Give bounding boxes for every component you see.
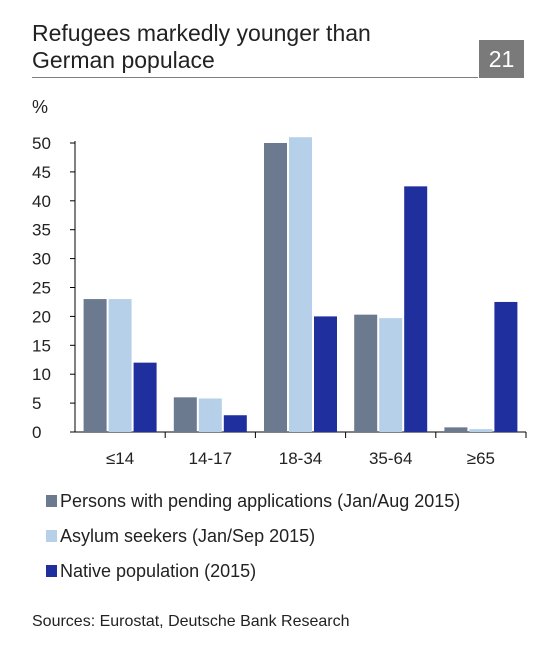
bar: [108, 299, 132, 432]
bar: [264, 143, 287, 432]
bar: [469, 429, 493, 432]
x-tick-label: ≤14: [106, 449, 134, 468]
y-tick-label: 40: [32, 192, 51, 211]
figure-number-badge: 21: [479, 40, 524, 78]
y-tick-label: 20: [32, 307, 51, 326]
y-tick-label: 0: [32, 423, 41, 442]
chart-title: Refugees markedly younger than German po…: [32, 20, 462, 74]
y-tick-label: 10: [32, 365, 51, 384]
bar: [494, 301, 518, 432]
x-tick-label: ≥65: [467, 449, 495, 468]
y-tick-label: 25: [32, 279, 51, 298]
bar: [83, 299, 107, 432]
source-note: Sources: Eurostat, Deutsche Bank Researc…: [32, 613, 350, 630]
legend-swatch: [46, 495, 57, 507]
bar: [379, 318, 403, 432]
bar: [354, 314, 378, 432]
header-divider: [32, 77, 478, 78]
bar-chart: 0 5 10 15 20 25 30 35 40 45 50 ≤14 14-17 18-34 35-64 ≥6…: [32, 134, 527, 468]
chart-title-line-1: Refugees markedly younger than: [32, 20, 371, 46]
legend-swatch: [46, 530, 57, 542]
y-axis-unit-label: %: [32, 97, 49, 117]
x-tick-label: 18-34: [279, 449, 322, 468]
bar: [223, 415, 247, 432]
chart-title-line-2: German populace: [32, 47, 215, 73]
bar: [198, 398, 222, 432]
y-tick-label: 50: [32, 134, 51, 153]
bar: [133, 362, 157, 432]
bar: [173, 397, 197, 432]
y-tick-label: 30: [32, 250, 51, 269]
y-tick-label: 15: [32, 336, 51, 355]
x-tick-label: 35-64: [369, 449, 412, 468]
legend-label: Native population (2015): [60, 561, 257, 581]
legend-label: Asylum seekers (Jan/Sep 2015): [60, 526, 316, 546]
bar: [404, 186, 428, 432]
y-tick-label: 5: [32, 394, 41, 413]
legend-swatch: [46, 565, 57, 577]
legend-label: Persons with pending applications (Jan/A…: [60, 491, 461, 511]
y-tick-label: 45: [32, 163, 51, 182]
bar: [314, 316, 337, 432]
y-tick-label: 35: [32, 221, 51, 240]
x-tick-label: 14-17: [189, 449, 232, 468]
bar: [289, 137, 312, 432]
bar: [444, 427, 468, 432]
